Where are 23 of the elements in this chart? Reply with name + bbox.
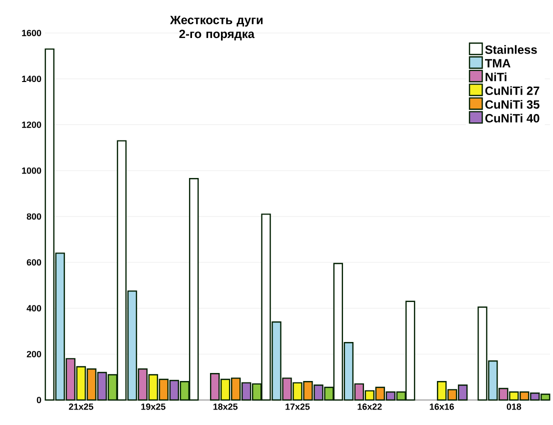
x-tick-label: 16x22 bbox=[358, 404, 382, 410]
y-tick-label: 0 bbox=[36, 396, 42, 404]
x-tick-label: 19x25 bbox=[141, 404, 166, 410]
y-tick-label: 600 bbox=[26, 259, 42, 266]
legend-label: CuNiTi 40 bbox=[485, 114, 540, 122]
x-tick-label: 018 bbox=[506, 404, 522, 410]
y-tick-label: 800 bbox=[26, 213, 42, 220]
x-tick-label: 21x25 bbox=[68, 404, 94, 410]
y-tick-label: 200 bbox=[26, 350, 42, 358]
y-tick-label: 1400 bbox=[22, 76, 42, 82]
legend-label: CuNiTi 35 bbox=[485, 100, 540, 109]
legend-label: TMA bbox=[484, 59, 510, 68]
x-tick-label: 16x16 bbox=[430, 404, 454, 410]
y-tick-label: 1200 bbox=[22, 122, 42, 128]
legend-label: CuNiTi 27 bbox=[485, 86, 540, 95]
y-tick-label: 1000 bbox=[22, 167, 42, 174]
y-tick-label: 400 bbox=[26, 305, 42, 312]
chart-title: Жесткость дуги 2-го порядка bbox=[170, 16, 263, 41]
legend-label: NiTi bbox=[486, 72, 506, 82]
x-tick-label: 17x25 bbox=[286, 404, 310, 410]
x-tick-label: 18x25 bbox=[213, 404, 238, 410]
legend-label: Stainless bbox=[485, 45, 537, 54]
y-tick-label: 1600 bbox=[22, 30, 42, 36]
